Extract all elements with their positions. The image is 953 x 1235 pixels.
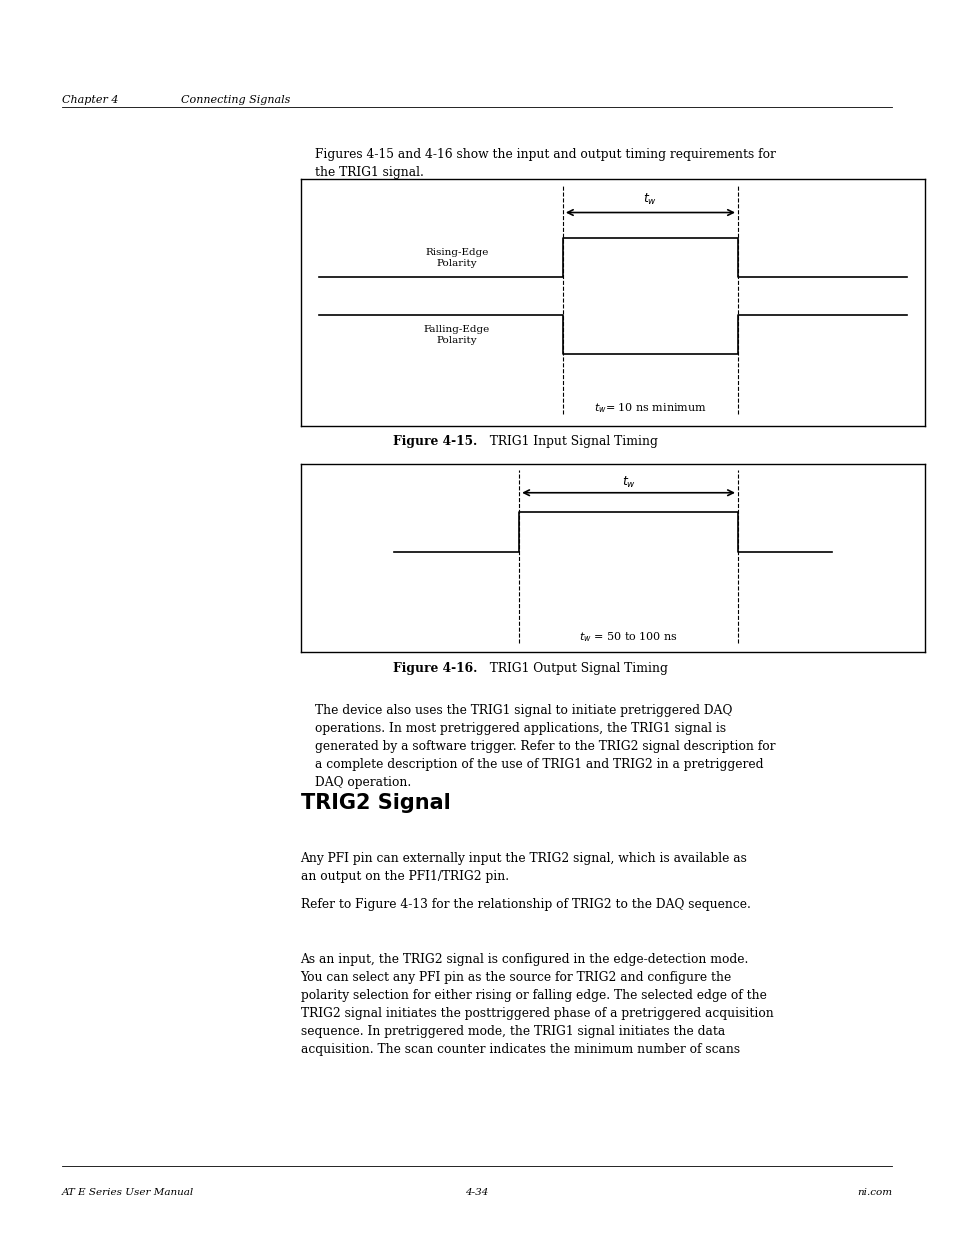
Text: As an input, the TRIG2 signal is configured in the edge-detection mode.
You can : As an input, the TRIG2 signal is configu…: [300, 953, 773, 1056]
Text: $t_w$: $t_w$: [642, 191, 657, 207]
Text: 4-34: 4-34: [465, 1188, 488, 1197]
Text: Chapter 4: Chapter 4: [62, 95, 118, 105]
Text: Refer to Figure 4-13 for the relationship of TRIG2 to the DAQ sequence.: Refer to Figure 4-13 for the relationshi…: [300, 898, 750, 911]
Text: TRIG1 Output Signal Timing: TRIG1 Output Signal Timing: [481, 662, 667, 676]
Text: Any PFI pin can externally input the TRIG2 signal, which is available as
an outp: Any PFI pin can externally input the TRI…: [300, 852, 746, 883]
Text: $t_w$: $t_w$: [620, 475, 635, 490]
Text: The device also uses the TRIG1 signal to initiate pretriggered DAQ
operations. I: The device also uses the TRIG1 signal to…: [314, 704, 775, 789]
Text: Figures 4-15 and 4-16 show the input and output timing requirements for
the TRIG: Figures 4-15 and 4-16 show the input and…: [314, 148, 775, 179]
Text: Connecting Signals: Connecting Signals: [181, 95, 291, 105]
Text: TRIG2 Signal: TRIG2 Signal: [300, 793, 450, 813]
Text: Falling-Edge
Polarity: Falling-Edge Polarity: [423, 325, 489, 345]
Text: $t_w$ = 50 to 100 ns: $t_w$ = 50 to 100 ns: [578, 630, 678, 643]
Text: $t_w$= 10 ns minimum: $t_w$= 10 ns minimum: [594, 401, 706, 415]
Text: AT E Series User Manual: AT E Series User Manual: [62, 1188, 194, 1197]
Text: TRIG1 Input Signal Timing: TRIG1 Input Signal Timing: [481, 435, 657, 448]
Text: Rising-Edge
Polarity: Rising-Edge Polarity: [425, 248, 488, 268]
Text: Figure 4-15.: Figure 4-15.: [393, 435, 476, 448]
Text: ni.com: ni.com: [856, 1188, 891, 1197]
Text: Figure 4-16.: Figure 4-16.: [393, 662, 476, 676]
